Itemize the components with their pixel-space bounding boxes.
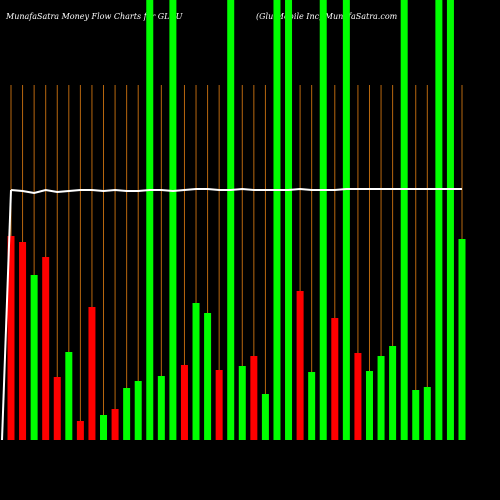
- bar: [423, 387, 431, 440]
- line-start: [1, 189, 12, 441]
- bar: [53, 377, 61, 440]
- bar: [65, 352, 73, 440]
- bar: [169, 0, 177, 440]
- bar: [157, 376, 165, 440]
- bar: [354, 353, 362, 440]
- bar: [319, 0, 327, 440]
- bar: [123, 388, 131, 440]
- bar: [7, 236, 15, 440]
- bar: [342, 0, 350, 440]
- money-flow-line: [10, 187, 462, 195]
- bar: [204, 313, 212, 440]
- bar: [215, 370, 223, 440]
- bar: [238, 366, 246, 440]
- bar: [180, 365, 188, 440]
- bar: [100, 415, 108, 440]
- chart-subtitle: (Glu Mobile Inc) MunafaSatra.com: [256, 12, 398, 21]
- bar: [30, 275, 38, 440]
- bar: [435, 0, 443, 440]
- bar: [250, 356, 258, 440]
- bar: [446, 0, 454, 440]
- bar: [296, 291, 304, 440]
- bar: [273, 0, 281, 440]
- bar: [19, 242, 27, 440]
- bar: [377, 356, 385, 440]
- bar: [400, 0, 408, 440]
- chart-title: MunafaSatra Money Flow Charts for GLUU: [5, 12, 183, 21]
- bar: [389, 346, 397, 440]
- bar: [42, 257, 50, 440]
- bar: [261, 394, 269, 440]
- bar: [111, 409, 119, 440]
- bar: [285, 0, 293, 440]
- bar: [412, 390, 420, 440]
- bar: [331, 318, 339, 440]
- bar: [146, 0, 154, 440]
- bar: [134, 381, 142, 440]
- bar: [365, 371, 373, 440]
- bar: [76, 421, 84, 440]
- bar: [192, 303, 200, 440]
- bar: [308, 372, 316, 440]
- bar: [227, 0, 235, 440]
- bar: [458, 239, 466, 440]
- bar: [88, 307, 96, 440]
